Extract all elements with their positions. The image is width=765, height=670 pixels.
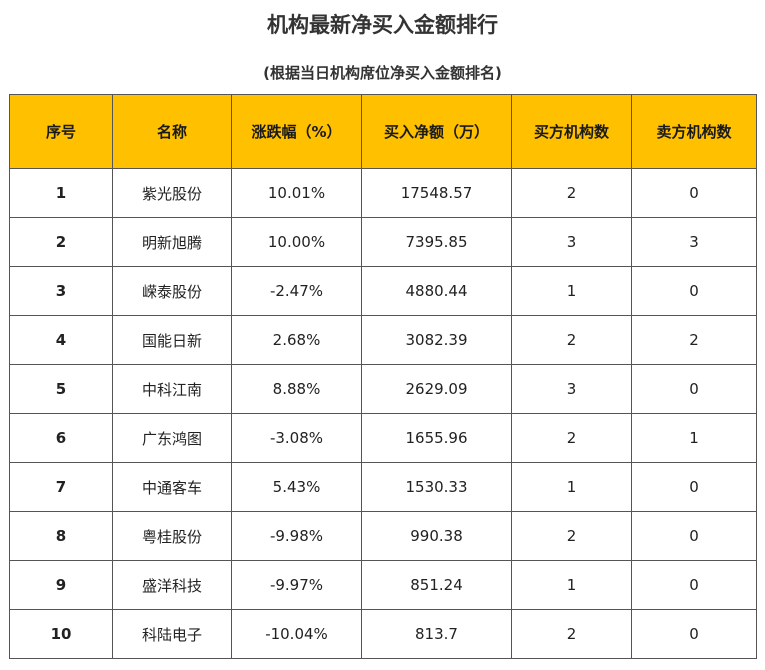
cell-name: 国能日新 — [112, 315, 232, 365]
cell-name: 中科江南 — [112, 364, 232, 414]
cell-net-buy: 990.38 — [361, 511, 512, 561]
table-row: 8 粤桂股份 -9.98% 990.38 2 0 — [9, 511, 757, 561]
table-row: 9 盛洋科技 -9.97% 851.24 1 0 — [9, 560, 757, 610]
cell-seller-count: 1 — [631, 413, 757, 463]
cell-net-buy: 1530.33 — [361, 462, 512, 512]
ranking-table: 序号 名称 涨跌幅（%） 买入净额（万） 买方机构数 卖方机构数 1 紫光股份 … — [9, 94, 757, 659]
cell-rank: 10 — [9, 609, 113, 659]
cell-buyer-count: 3 — [511, 217, 632, 267]
cell-name: 广东鸿图 — [112, 413, 232, 463]
cell-net-buy: 3082.39 — [361, 315, 512, 365]
cell-buyer-count: 2 — [511, 168, 632, 218]
table-row: 3 嵘泰股份 -2.47% 4880.44 1 0 — [9, 266, 757, 316]
column-header-net-buy: 买入净额（万） — [361, 94, 512, 169]
cell-change-pct: -9.97% — [231, 560, 362, 610]
cell-rank: 1 — [9, 168, 113, 218]
cell-name: 紫光股份 — [112, 168, 232, 218]
table-header-row: 序号 名称 涨跌幅（%） 买入净额（万） 买方机构数 卖方机构数 — [9, 94, 757, 169]
table-row: 10 科陆电子 -10.04% 813.7 2 0 — [9, 609, 757, 659]
cell-seller-count: 0 — [631, 168, 757, 218]
cell-seller-count: 0 — [631, 266, 757, 316]
cell-name: 盛洋科技 — [112, 560, 232, 610]
column-header-name: 名称 — [112, 94, 232, 169]
cell-buyer-count: 1 — [511, 560, 632, 610]
cell-change-pct: 10.00% — [231, 217, 362, 267]
cell-net-buy: 851.24 — [361, 560, 512, 610]
cell-rank: 3 — [9, 266, 113, 316]
cell-name: 中通客车 — [112, 462, 232, 512]
cell-rank: 8 — [9, 511, 113, 561]
table-row: 6 广东鸿图 -3.08% 1655.96 2 1 — [9, 413, 757, 463]
cell-rank: 9 — [9, 560, 113, 610]
page-title: 机构最新净买入金额排行 — [267, 13, 498, 37]
cell-net-buy: 813.7 — [361, 609, 512, 659]
cell-net-buy: 4880.44 — [361, 266, 512, 316]
cell-rank: 4 — [9, 315, 113, 365]
cell-change-pct: -9.98% — [231, 511, 362, 561]
cell-name: 粤桂股份 — [112, 511, 232, 561]
table-row: 1 紫光股份 10.01% 17548.57 2 0 — [9, 168, 757, 218]
column-header-rank: 序号 — [9, 94, 113, 169]
table-row: 7 中通客车 5.43% 1530.33 1 0 — [9, 462, 757, 512]
cell-rank: 2 — [9, 217, 113, 267]
cell-buyer-count: 1 — [511, 462, 632, 512]
cell-seller-count: 0 — [631, 560, 757, 610]
cell-seller-count: 0 — [631, 462, 757, 512]
cell-net-buy: 7395.85 — [361, 217, 512, 267]
cell-name: 科陆电子 — [112, 609, 232, 659]
table-row: 2 明新旭腾 10.00% 7395.85 3 3 — [9, 217, 757, 267]
column-header-buyer-count: 买方机构数 — [511, 94, 632, 169]
cell-net-buy: 2629.09 — [361, 364, 512, 414]
cell-buyer-count: 2 — [511, 511, 632, 561]
cell-change-pct: -10.04% — [231, 609, 362, 659]
cell-name: 明新旭腾 — [112, 217, 232, 267]
cell-buyer-count: 1 — [511, 266, 632, 316]
cell-seller-count: 3 — [631, 217, 757, 267]
cell-change-pct: 10.01% — [231, 168, 362, 218]
column-header-change-pct: 涨跌幅（%） — [231, 94, 362, 169]
table-row: 4 国能日新 2.68% 3082.39 2 2 — [9, 315, 757, 365]
cell-name: 嵘泰股份 — [112, 266, 232, 316]
cell-seller-count: 2 — [631, 315, 757, 365]
cell-buyer-count: 2 — [511, 315, 632, 365]
cell-buyer-count: 2 — [511, 609, 632, 659]
cell-change-pct: -3.08% — [231, 413, 362, 463]
cell-seller-count: 0 — [631, 364, 757, 414]
cell-rank: 5 — [9, 364, 113, 414]
table-row: 5 中科江南 8.88% 2629.09 3 0 — [9, 364, 757, 414]
cell-rank: 7 — [9, 462, 113, 512]
column-header-seller-count: 卖方机构数 — [631, 94, 757, 169]
cell-change-pct: 8.88% — [231, 364, 362, 414]
cell-net-buy: 1655.96 — [361, 413, 512, 463]
cell-change-pct: -2.47% — [231, 266, 362, 316]
cell-seller-count: 0 — [631, 511, 757, 561]
cell-change-pct: 5.43% — [231, 462, 362, 512]
cell-buyer-count: 2 — [511, 413, 632, 463]
cell-rank: 6 — [9, 413, 113, 463]
cell-seller-count: 0 — [631, 609, 757, 659]
page-subtitle: (根据当日机构席位净买入金额排名) — [263, 64, 502, 82]
cell-buyer-count: 3 — [511, 364, 632, 414]
cell-change-pct: 2.68% — [231, 315, 362, 365]
cell-net-buy: 17548.57 — [361, 168, 512, 218]
